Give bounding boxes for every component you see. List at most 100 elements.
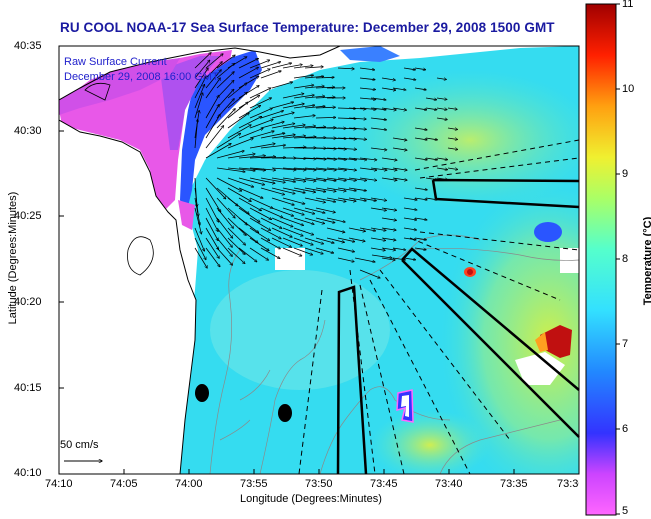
current-vector-arrow bbox=[403, 227, 416, 230]
current-vector-arrow bbox=[315, 77, 334, 78]
island-outline bbox=[84, 82, 111, 101]
current-vector-arrow bbox=[326, 217, 345, 222]
current-vector-arrow bbox=[194, 237, 206, 260]
current-vector-arrow bbox=[249, 108, 272, 119]
current-vector-arrow bbox=[436, 117, 447, 120]
current-vector-arrow bbox=[194, 247, 207, 268]
current-vector-arrow bbox=[414, 187, 427, 190]
current-vector-arrow bbox=[293, 105, 315, 109]
x-tick-label: 74:05 bbox=[110, 478, 138, 490]
sst-field bbox=[59, 46, 579, 474]
cold-spot-northeast bbox=[534, 222, 562, 242]
current-vector-arrow bbox=[271, 197, 294, 205]
dashed-radials bbox=[298, 139, 580, 475]
current-vector-arrow bbox=[447, 108, 457, 109]
cold-patch-purple bbox=[160, 56, 220, 150]
current-vector-arrow bbox=[249, 144, 275, 149]
current-vector-arrow bbox=[205, 105, 219, 129]
current-vector-arrow bbox=[205, 217, 218, 241]
current-vector-arrow bbox=[205, 237, 219, 258]
current-vector-arrow bbox=[326, 148, 346, 149]
current-vector-arrow bbox=[304, 237, 324, 244]
current-vector-arrow bbox=[271, 237, 291, 247]
coastline-outline bbox=[59, 119, 197, 474]
current-vector-arrow bbox=[194, 76, 206, 99]
current-vector-arrow bbox=[326, 167, 346, 170]
nodata-patch-center bbox=[275, 248, 305, 270]
current-vector-arrow bbox=[282, 104, 304, 109]
current-vector-arrow bbox=[249, 207, 272, 220]
current-vector-arrow bbox=[194, 120, 198, 149]
current-vector-arrow bbox=[282, 147, 306, 148]
cold-spot-south-core bbox=[401, 395, 409, 417]
warm-patch-south bbox=[370, 410, 490, 474]
current-vector-arrow bbox=[216, 151, 244, 159]
current-vector-arrow bbox=[293, 227, 314, 235]
current-vector-arrow bbox=[216, 177, 242, 191]
current-vector-arrow bbox=[337, 237, 355, 242]
y-tick-label: 40:30 bbox=[14, 125, 42, 137]
current-vector-arrow bbox=[381, 227, 396, 230]
current-vector-arrow bbox=[293, 207, 315, 214]
current-vector-arrow bbox=[381, 107, 396, 110]
current-vector-arrow bbox=[348, 177, 367, 181]
current-vector-arrow bbox=[227, 217, 246, 235]
survey-box-northeast bbox=[431, 178, 580, 209]
colorbar-tick-label: 9 bbox=[622, 168, 629, 180]
current-vector-arrow bbox=[425, 197, 437, 200]
current-vector-arrow bbox=[315, 97, 335, 98]
current-vector-arrow bbox=[194, 197, 200, 225]
hot-spot-east-rim bbox=[535, 332, 548, 352]
y-axis-label: Latitude (Degrees:Minutes) bbox=[7, 191, 19, 325]
current-vector-arrow bbox=[381, 157, 397, 160]
current-vector-arrow bbox=[260, 237, 280, 249]
current-vector-arrow bbox=[414, 127, 427, 130]
current-vector-arrow bbox=[205, 207, 218, 232]
current-vector-arrow bbox=[205, 126, 224, 149]
current-vector-arrow bbox=[348, 197, 366, 201]
current-vector-arrow bbox=[194, 53, 211, 69]
current-vector-arrow bbox=[337, 138, 356, 139]
current-vector-arrow bbox=[370, 127, 387, 130]
current-vector-arrow bbox=[238, 217, 259, 233]
current-vector-arrow bbox=[194, 60, 210, 79]
current-vector-arrow bbox=[260, 145, 285, 149]
current-vector-arrow bbox=[326, 177, 346, 181]
current-vector-arrow bbox=[304, 127, 326, 128]
current-vector-arrow bbox=[293, 116, 315, 119]
current-vector-arrow bbox=[359, 77, 375, 80]
current-vector-arrow bbox=[414, 217, 427, 220]
current-vector-arrow bbox=[238, 177, 265, 185]
current-vector-arrow bbox=[216, 72, 234, 89]
current-vector-arrow bbox=[282, 167, 306, 170]
current-vector-arrow bbox=[249, 177, 275, 183]
current-vector-arrow bbox=[282, 217, 304, 225]
current-vector-arrow bbox=[392, 167, 407, 170]
current-vector-arrow bbox=[348, 108, 366, 109]
hot-spot-core bbox=[467, 269, 473, 275]
current-vector-arrow bbox=[194, 68, 208, 89]
current-vector-arrow bbox=[293, 167, 316, 170]
current-vector-arrow bbox=[337, 147, 356, 149]
current-vector-arrow bbox=[425, 97, 437, 100]
current-vector-arrow bbox=[249, 247, 268, 260]
current-vector-arrow bbox=[403, 77, 416, 80]
current-vector-arrow bbox=[227, 138, 253, 149]
y-tick-label: 40:20 bbox=[14, 296, 42, 308]
current-vector-arrow bbox=[293, 177, 316, 181]
current-vector-arrow bbox=[238, 247, 257, 262]
survey-box-south bbox=[336, 285, 368, 475]
current-vector-arrow bbox=[227, 154, 255, 159]
current-vector-arrow bbox=[403, 217, 417, 220]
current-vector-arrow bbox=[381, 237, 396, 240]
current-vector-arrow bbox=[227, 167, 255, 171]
current-vector-arrow bbox=[436, 177, 448, 180]
current-vector-arrow bbox=[304, 197, 325, 202]
current-vector-arrow bbox=[238, 128, 263, 139]
current-vector-arrow bbox=[282, 247, 302, 256]
current-vector-arrow bbox=[315, 247, 334, 253]
current-vector-arrow bbox=[238, 106, 261, 119]
bathymetry-contours bbox=[209, 234, 579, 474]
current-vector-arrow bbox=[293, 95, 314, 99]
current-vector-arrow bbox=[392, 87, 406, 90]
